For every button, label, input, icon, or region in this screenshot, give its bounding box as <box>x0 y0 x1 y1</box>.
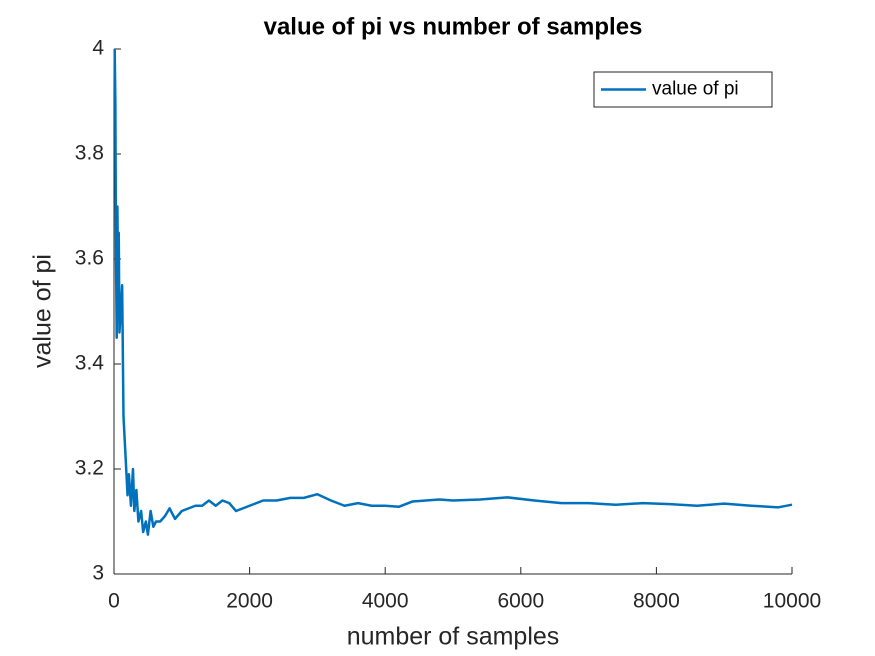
y-tick-label: 3.2 <box>75 457 104 480</box>
x-axis-label: number of samples <box>347 623 560 651</box>
x-tick-label: 2000 <box>226 590 273 613</box>
data-line <box>113 48 793 536</box>
chart-title: value of pi vs number of samples <box>264 13 643 40</box>
x-tick-label: 8000 <box>633 590 680 613</box>
y-tick-label: 4 <box>92 37 104 60</box>
legend: value of pi <box>593 71 773 108</box>
y-axis-label: value of pi <box>29 254 57 368</box>
y-tick-label: 3.8 <box>75 142 104 165</box>
y-tick-label: 3.6 <box>75 247 104 270</box>
y-tick-label: 3 <box>92 562 104 585</box>
x-tick-label: 10000 <box>763 590 821 613</box>
legend-label: value of pi <box>652 79 739 100</box>
x-tick-label: 4000 <box>362 590 409 613</box>
x-tick-label: 6000 <box>497 590 544 613</box>
x-tick-label: 0 <box>108 590 120 613</box>
y-tick-label: 3.4 <box>75 352 105 375</box>
